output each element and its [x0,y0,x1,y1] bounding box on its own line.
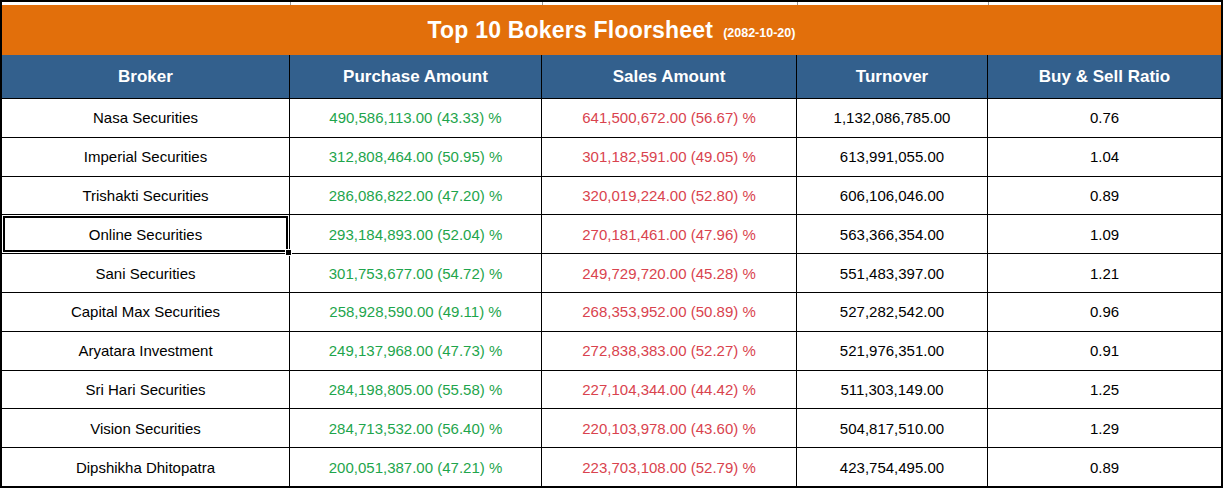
ratio-cell[interactable]: 1.21 [988,254,1221,292]
gridline-tick [290,2,291,5]
turnover-cell[interactable]: 527,282,542.00 [797,293,988,331]
broker-cell[interactable]: Imperial Securities [2,138,290,176]
turnover-cell[interactable]: 613,991,055.00 [797,138,988,176]
ratio-cell[interactable]: 1.29 [988,409,1221,447]
gridline-strip [2,2,1221,5]
header-turnover[interactable]: Turnover [797,55,988,98]
turnover-cell[interactable]: 563,366,354.00 [797,215,988,253]
ratio-cell[interactable]: 1.04 [988,138,1221,176]
purchase-amount-cell[interactable]: 301,753,677.00 (54.72) % [290,254,542,292]
ratio-cell[interactable]: 0.96 [988,293,1221,331]
broker-cell[interactable]: Vision Securities [2,409,290,447]
broker-cell[interactable]: Sri Hari Securities [2,371,290,409]
page-title: Top 10 Bokers Floorsheet [428,17,714,44]
ratio-cell[interactable]: 0.91 [988,332,1221,370]
sales-amount-cell[interactable]: 320,019,224.00 (52.80) % [542,177,797,215]
sales-amount-cell[interactable]: 249,729,720.00 (45.28) % [542,254,797,292]
broker-cell[interactable]: Dipshikha Dhitopatra [2,448,290,486]
purchase-amount-cell[interactable]: 286,086,822.00 (47.20) % [290,177,542,215]
sales-amount-cell[interactable]: 220,103,978.00 (43.60) % [542,409,797,447]
table-row: Aryatara Investment 249,137,968.00 (47.7… [2,332,1221,371]
purchase-amount-cell[interactable]: 200,051,387.00 (47.21) % [290,448,542,486]
header-sales-amount[interactable]: Sales Amount [542,55,797,98]
turnover-cell[interactable]: 606,106,046.00 [797,177,988,215]
gridline-tick [542,2,543,5]
sales-amount-cell[interactable]: 272,838,383.00 (52.27) % [542,332,797,370]
ratio-cell[interactable]: 0.76 [988,99,1221,137]
table-body: Nasa Securities 490,586,113.00 (43.33) %… [2,99,1221,486]
turnover-cell[interactable]: 521,976,351.00 [797,332,988,370]
sales-amount-cell[interactable]: 270,181,461.00 (47.96) % [542,215,797,253]
turnover-cell[interactable]: 511,303,149.00 [797,371,988,409]
ratio-cell[interactable]: 1.25 [988,371,1221,409]
sales-amount-cell[interactable]: 268,353,952.00 (50.89) % [542,293,797,331]
gridline-tick [988,2,989,5]
gridline-tick [797,2,798,5]
purchase-amount-cell[interactable]: 284,198,805.00 (55.58) % [290,371,542,409]
table-row: Capital Max Securities 258,928,590.00 (4… [2,293,1221,332]
sales-amount-cell[interactable]: 301,182,591.00 (49.05) % [542,138,797,176]
purchase-amount-cell[interactable]: 284,713,532.00 (56.40) % [290,409,542,447]
sales-amount-cell[interactable]: 227,104,344.00 (44.42) % [542,371,797,409]
ratio-cell[interactable]: 0.89 [988,177,1221,215]
title-bar[interactable]: Top 10 Bokers Floorsheet (2082-10-20) [2,5,1221,55]
purchase-amount-cell[interactable]: 312,808,464.00 (50.95) % [290,138,542,176]
header-broker[interactable]: Broker [2,55,290,98]
broker-cell[interactable]: Aryatara Investment [2,332,290,370]
broker-cell[interactable]: Online Securities [2,215,290,253]
purchase-amount-cell[interactable]: 293,184,893.00 (52.04) % [290,215,542,253]
turnover-cell[interactable]: 423,754,495.00 [797,448,988,486]
sales-amount-cell[interactable]: 223,703,108.00 (52.79) % [542,448,797,486]
purchase-amount-cell[interactable]: 249,137,968.00 (47.73) % [290,332,542,370]
broker-cell[interactable]: Nasa Securities [2,99,290,137]
table-row: Sani Securities 301,753,677.00 (54.72) %… [2,254,1221,293]
header-buy-sell-ratio[interactable]: Buy & Sell Ratio [988,55,1221,98]
turnover-cell[interactable]: 1,132,086,785.00 [797,99,988,137]
header-purchase-amount[interactable]: Purchase Amount [290,55,542,98]
title-date: (2082-10-20) [723,26,795,40]
sales-amount-cell[interactable]: 641,500,672.00 (56.67) % [542,99,797,137]
ratio-cell[interactable]: 1.09 [988,215,1221,253]
table-header: Broker Purchase Amount Sales Amount Turn… [2,55,1221,99]
table-row: Trishakti Securities 286,086,822.00 (47.… [2,177,1221,216]
table-row: Nasa Securities 490,586,113.00 (43.33) %… [2,99,1221,138]
table-row: Vision Securities 284,713,532.00 (56.40)… [2,409,1221,448]
floorsheet-table: Top 10 Bokers Floorsheet (2082-10-20) Br… [0,0,1223,488]
purchase-amount-cell[interactable]: 490,586,113.00 (43.33) % [290,99,542,137]
turnover-cell[interactable]: 504,817,510.00 [797,409,988,447]
broker-cell[interactable]: Sani Securities [2,254,290,292]
table-row: Dipshikha Dhitopatra 200,051,387.00 (47.… [2,448,1221,486]
table-row: Imperial Securities 312,808,464.00 (50.9… [2,138,1221,177]
turnover-cell[interactable]: 551,483,397.00 [797,254,988,292]
purchase-amount-cell[interactable]: 258,928,590.00 (49.11) % [290,293,542,331]
ratio-cell[interactable]: 0.89 [988,448,1221,486]
table-row: Online Securities 293,184,893.00 (52.04)… [2,215,1221,254]
broker-cell[interactable]: Trishakti Securities [2,177,290,215]
broker-cell[interactable]: Capital Max Securities [2,293,290,331]
table-row: Sri Hari Securities 284,198,805.00 (55.5… [2,371,1221,410]
